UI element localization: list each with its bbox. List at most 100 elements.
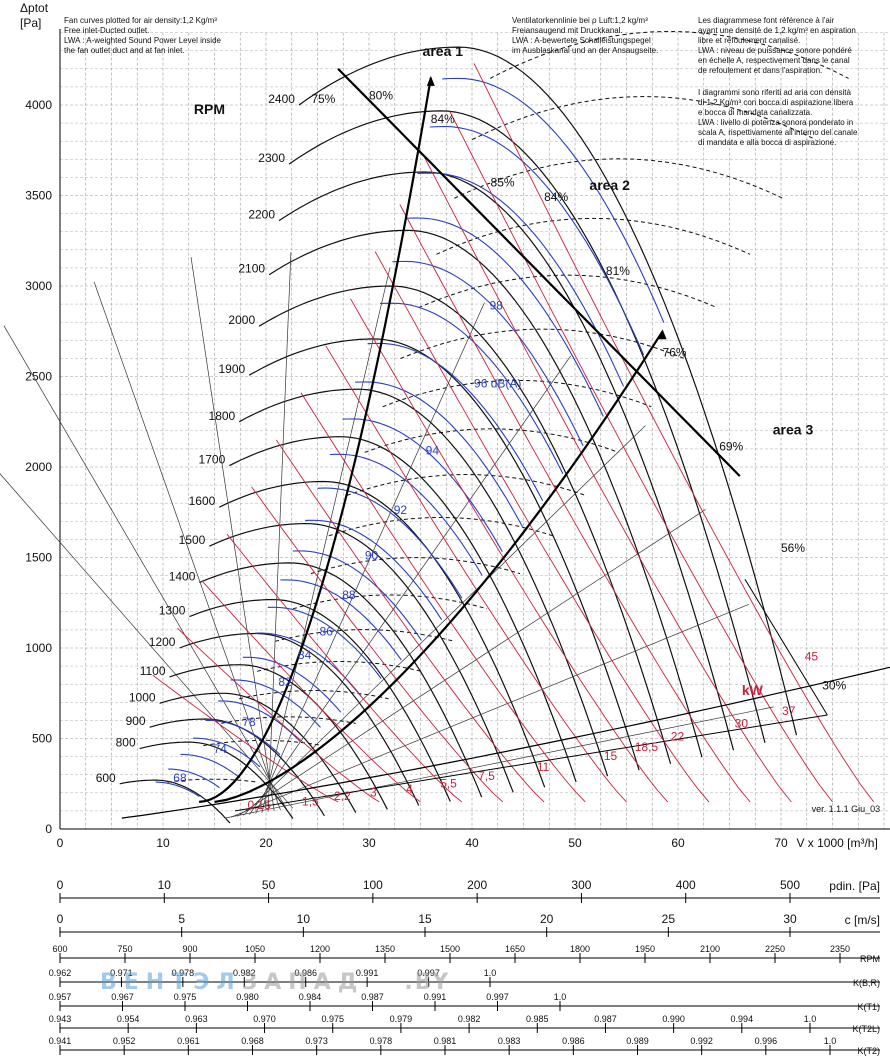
stall-curve: [436, 217, 751, 255]
kw-unit-label: kW: [742, 682, 764, 698]
sound-curve: [180, 753, 241, 779]
rpm-curve: [219, 480, 546, 788]
power-curve: [350, 298, 669, 803]
efficiency-line: [224, 706, 774, 819]
efficiency-label: 75%: [311, 92, 335, 106]
scale-tick-label: 0.943: [49, 1014, 72, 1024]
sound-level-label: 94: [426, 443, 440, 457]
scale-tick-label: 0.996: [755, 1036, 778, 1046]
area-outer-boundary: [337, 68, 741, 477]
efficiency-line: [255, 302, 485, 814]
scale-tick-label: 2100: [700, 944, 720, 954]
rpm-label: 600: [96, 771, 116, 785]
sound-level-label: 90: [365, 548, 379, 562]
sound-curve: [267, 606, 382, 679]
power-label: 15: [604, 749, 618, 763]
sound-curve: [305, 519, 443, 621]
scale-tick-label: 1.0: [824, 1036, 837, 1046]
scale-tick-label: 15: [418, 912, 432, 926]
sound-level-label: 86: [320, 624, 334, 638]
area-arrow-1: [426, 75, 435, 86]
stall-curve: [292, 594, 488, 610]
y-tick-label: 1000: [25, 641, 52, 655]
power-label: 7,5: [478, 769, 495, 783]
scale-name-label: RPM: [860, 954, 880, 964]
area-arrow-2: [658, 329, 667, 340]
sound-curve: [404, 217, 604, 417]
power-curve: [399, 204, 751, 803]
rpm-label: 2000: [228, 313, 255, 327]
scale-tick-label: 1050: [245, 944, 265, 954]
power-curve: [251, 486, 504, 803]
scale-tick-label: 10: [297, 912, 311, 926]
efficiency-line: [243, 425, 646, 816]
rpm-label: 1200: [149, 635, 176, 649]
sound-curve: [280, 579, 402, 661]
rpm-label: 900: [126, 714, 146, 728]
stall-curve: [310, 557, 521, 575]
sound-level-label: 74: [213, 742, 227, 756]
scale-tick-label: 500: [780, 878, 800, 892]
area-label: area 2: [589, 177, 630, 193]
x-tick-label: 40: [465, 836, 479, 850]
scale-tick-label: 600: [52, 944, 67, 954]
scale-name-label: K(B,R): [853, 978, 880, 988]
sound-curve: [155, 781, 200, 797]
x-axis-label: V x 1000 [m³/h]: [796, 836, 877, 850]
rpm-curve: [199, 562, 483, 798]
power-curve: [201, 580, 421, 803]
scale-tick-label: 0.991: [424, 992, 447, 1002]
power-curve: [374, 251, 710, 803]
rpm-curve: [229, 436, 577, 783]
stall-curve: [328, 516, 554, 537]
rpm-curve: [278, 171, 735, 751]
power-label: 45: [805, 650, 819, 664]
scale-tick-label: 1800: [570, 944, 590, 954]
x-tick-label: 20: [259, 836, 273, 850]
scale-tick-label: 1350: [375, 944, 395, 954]
power-label: 4: [406, 782, 413, 796]
sound-curve: [242, 656, 342, 713]
rpm-label: 2400: [268, 92, 295, 106]
scale-tick-label: 750: [117, 944, 132, 954]
scale-tick-label: 0.968: [241, 1036, 264, 1046]
stall-curve: [489, 30, 849, 79]
y-axis-label: Δptot: [20, 1, 49, 15]
scale-tick-label: 0.987: [361, 992, 384, 1002]
sound-curve: [342, 418, 503, 552]
scale-tick-label: 0.978: [370, 1036, 393, 1046]
scale-tick-label: 0: [57, 878, 64, 892]
x-tick-label: 60: [671, 836, 685, 850]
sound-curve: [205, 719, 281, 756]
stall-curve: [400, 328, 685, 359]
y-tick-label: 4000: [25, 98, 52, 112]
scale-tick-label: 0.985: [526, 1014, 549, 1024]
sound-curve: [392, 260, 584, 446]
y-axis-unit: [Pa]: [20, 16, 41, 30]
scale-tick-label: 0.981: [434, 1036, 457, 1046]
efficiency-label: 30%: [822, 679, 846, 693]
scale-tick-label: 0.967: [111, 992, 134, 1002]
x-tick-label: 30: [362, 836, 376, 850]
sound-curve: [379, 302, 564, 475]
rpm-curve: [169, 664, 388, 810]
scale-tick-label: 0.997: [486, 992, 509, 1002]
power-label: 0,15: [247, 798, 271, 812]
scale-tick-label: 2350: [830, 944, 850, 954]
sound-level-label: 92: [394, 503, 408, 517]
sound-level-label: 98: [490, 299, 504, 313]
rpm-curve: [268, 229, 703, 758]
sound-curve: [367, 342, 544, 502]
note-french: Les diagrammese font référence à l'air a…: [698, 16, 856, 75]
stall-curve: [418, 274, 718, 309]
power-curve: [275, 439, 545, 803]
efficiency-line: [93, 281, 281, 811]
scale-tick-label: 0.997: [417, 968, 440, 978]
scale-name-label: K(T2L): [852, 1024, 880, 1034]
scale-tick-label: 0.980: [236, 992, 259, 1002]
watermark-part-b: ЗАПАД: [241, 970, 365, 995]
rpm-title: RPM: [194, 101, 225, 117]
scale-tick-label: 0.979: [390, 1014, 413, 1024]
power-label: 37: [782, 704, 796, 718]
efficiency-line: [0, 473, 294, 809]
